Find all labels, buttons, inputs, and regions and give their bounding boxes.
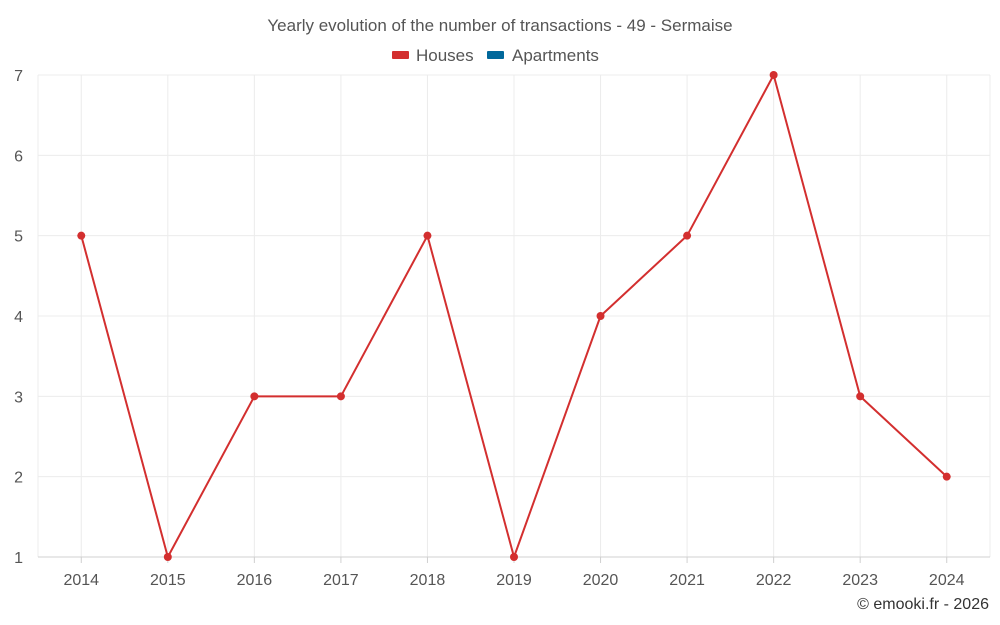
data-point-houses[interactable] bbox=[856, 392, 865, 401]
legend-item-houses[interactable]: Houses bbox=[392, 46, 474, 65]
chart-title: Yearly evolution of the number of transa… bbox=[267, 16, 732, 35]
data-point-houses[interactable] bbox=[77, 231, 86, 240]
y-tick-label: 2 bbox=[14, 470, 23, 487]
y-tick-label: 6 bbox=[14, 148, 23, 165]
data-point-houses[interactable] bbox=[250, 392, 259, 401]
data-point-houses[interactable] bbox=[942, 472, 951, 481]
legend-swatch-apartments bbox=[487, 51, 504, 59]
y-tick-label: 4 bbox=[14, 309, 23, 326]
data-point-houses[interactable] bbox=[163, 553, 172, 561]
data-point-houses[interactable] bbox=[596, 312, 605, 320]
x-tick-label: 2014 bbox=[63, 572, 99, 589]
y-tick-label: 1 bbox=[14, 550, 23, 567]
legend: Houses Apartments bbox=[392, 46, 599, 65]
x-tick-label: 2023 bbox=[842, 572, 878, 589]
y-tick-label: 3 bbox=[14, 389, 23, 406]
legend-label-houses: Houses bbox=[416, 46, 474, 65]
x-tick-label: 2015 bbox=[150, 572, 186, 589]
data-point-houses[interactable] bbox=[510, 553, 518, 561]
x-tick-label: 2019 bbox=[496, 572, 532, 589]
y-tick-label: 5 bbox=[14, 229, 23, 246]
y-tick-label: 7 bbox=[14, 68, 23, 85]
grid bbox=[37, 74, 991, 557]
x-tick-label: 2024 bbox=[929, 572, 965, 589]
x-tick-label: 2016 bbox=[237, 572, 273, 589]
series bbox=[77, 71, 951, 561]
data-point-houses[interactable] bbox=[336, 392, 345, 401]
x-tick-label: 2017 bbox=[323, 572, 359, 589]
legend-swatch-houses bbox=[392, 51, 409, 59]
credit-text: © emooki.fr - 2026 bbox=[857, 596, 989, 613]
data-point-houses[interactable] bbox=[769, 71, 778, 79]
x-tick-label: 2018 bbox=[410, 572, 446, 589]
x-tick-label: 2021 bbox=[669, 572, 705, 589]
data-point-houses[interactable] bbox=[683, 231, 692, 240]
x-tick-label: 2020 bbox=[583, 572, 619, 589]
legend-label-apartments: Apartments bbox=[512, 46, 599, 65]
legend-item-apartments[interactable]: Apartments bbox=[487, 46, 599, 65]
x-tick-label: 2022 bbox=[756, 572, 792, 589]
data-point-houses[interactable] bbox=[423, 231, 432, 240]
